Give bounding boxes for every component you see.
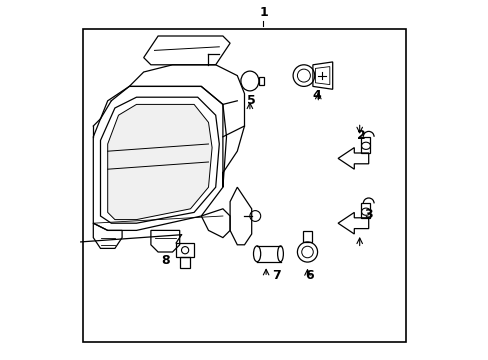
Text: 2: 2 xyxy=(356,129,365,141)
Text: 3: 3 xyxy=(364,208,372,221)
Text: 1: 1 xyxy=(260,6,268,19)
Text: 6: 6 xyxy=(305,269,313,282)
Text: 7: 7 xyxy=(272,269,281,282)
Bar xyxy=(82,29,406,342)
Polygon shape xyxy=(107,104,212,220)
Text: 8: 8 xyxy=(161,255,169,267)
Text: 4: 4 xyxy=(311,89,320,102)
Text: 5: 5 xyxy=(247,94,256,107)
